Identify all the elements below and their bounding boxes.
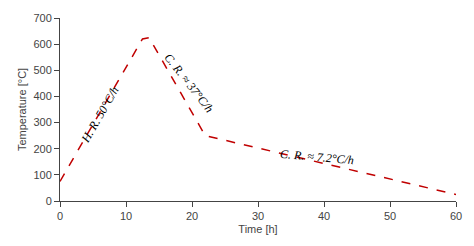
- svg-text:200: 200: [33, 143, 51, 155]
- svg-text:0: 0: [46, 195, 52, 207]
- svg-text:10: 10: [120, 210, 132, 222]
- svg-text:700: 700: [33, 12, 51, 24]
- svg-text:C. R. ≈ 37°C/h: C. R. ≈ 37°C/h: [161, 51, 216, 116]
- svg-text:100: 100: [33, 169, 51, 181]
- svg-text:50: 50: [384, 210, 396, 222]
- svg-text:H. R. 50°C/h: H. R. 50°C/h: [78, 84, 122, 146]
- svg-text:Time [h]: Time [h]: [238, 223, 277, 235]
- svg-text:20: 20: [186, 210, 198, 222]
- svg-text:400: 400: [33, 90, 51, 102]
- svg-text:Temperature [°C]: Temperature [°C]: [16, 68, 28, 151]
- svg-text:500: 500: [33, 64, 51, 76]
- svg-text:C. R. ≈ 7.2°C/h: C. R. ≈ 7.2°C/h: [279, 147, 354, 167]
- svg-text:300: 300: [33, 116, 51, 128]
- svg-text:40: 40: [318, 210, 330, 222]
- svg-text:60: 60: [450, 210, 462, 222]
- svg-text:0: 0: [57, 210, 63, 222]
- svg-text:30: 30: [252, 210, 264, 222]
- svg-text:600: 600: [33, 38, 51, 50]
